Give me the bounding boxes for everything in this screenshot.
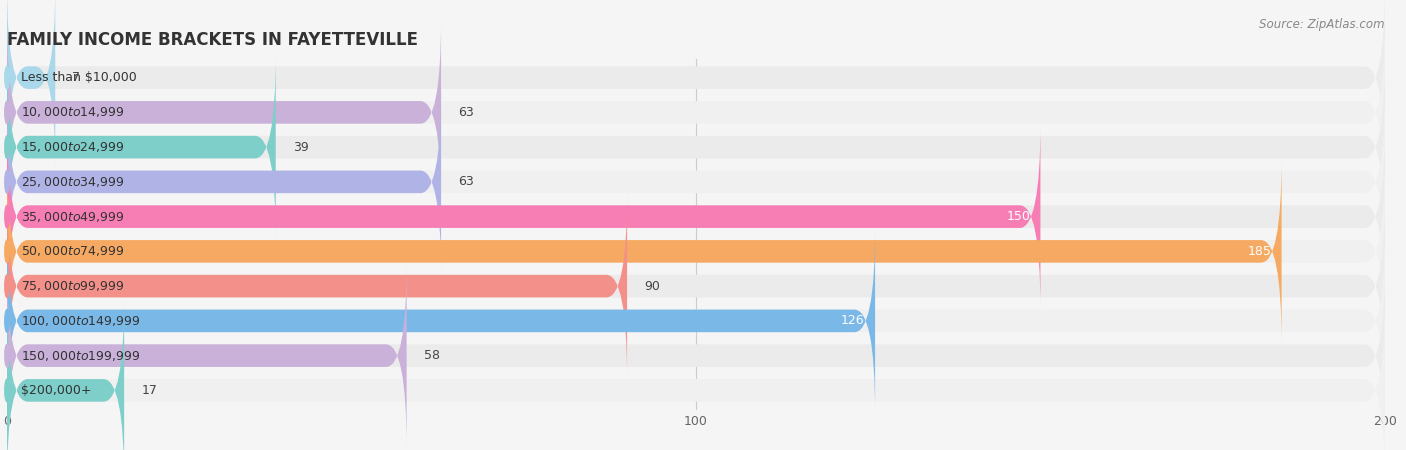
Text: 185: 185 — [1247, 245, 1271, 258]
FancyBboxPatch shape — [7, 89, 1385, 275]
FancyBboxPatch shape — [7, 297, 124, 450]
Text: 90: 90 — [644, 279, 661, 292]
Text: 58: 58 — [423, 349, 440, 362]
Text: 7: 7 — [73, 71, 80, 84]
FancyBboxPatch shape — [7, 54, 1385, 240]
Text: 63: 63 — [458, 106, 474, 119]
FancyBboxPatch shape — [7, 158, 1282, 344]
FancyBboxPatch shape — [7, 124, 1040, 310]
Circle shape — [4, 101, 10, 124]
FancyBboxPatch shape — [7, 124, 1385, 310]
FancyBboxPatch shape — [7, 0, 1385, 171]
Text: Source: ZipAtlas.com: Source: ZipAtlas.com — [1260, 18, 1385, 31]
Text: $200,000+: $200,000+ — [21, 384, 91, 397]
Text: 150: 150 — [1007, 210, 1031, 223]
Text: Less than $10,000: Less than $10,000 — [21, 71, 136, 84]
FancyBboxPatch shape — [7, 263, 406, 449]
FancyBboxPatch shape — [7, 19, 1385, 205]
Text: 17: 17 — [142, 384, 157, 397]
FancyBboxPatch shape — [7, 228, 875, 414]
Text: FAMILY INCOME BRACKETS IN FAYETTEVILLE: FAMILY INCOME BRACKETS IN FAYETTEVILLE — [7, 31, 418, 49]
FancyBboxPatch shape — [7, 19, 441, 205]
FancyBboxPatch shape — [7, 297, 1385, 450]
Text: 126: 126 — [841, 315, 865, 328]
FancyBboxPatch shape — [7, 193, 627, 379]
Text: $15,000 to $24,999: $15,000 to $24,999 — [21, 140, 124, 154]
FancyBboxPatch shape — [7, 158, 1385, 344]
Circle shape — [4, 344, 10, 367]
Circle shape — [4, 205, 10, 228]
Circle shape — [4, 136, 10, 158]
FancyBboxPatch shape — [7, 228, 1385, 414]
Text: $100,000 to $149,999: $100,000 to $149,999 — [21, 314, 141, 328]
Circle shape — [4, 240, 10, 263]
Text: $10,000 to $14,999: $10,000 to $14,999 — [21, 105, 124, 119]
Circle shape — [4, 66, 10, 89]
Circle shape — [4, 275, 10, 297]
Text: 63: 63 — [458, 176, 474, 189]
Text: $75,000 to $99,999: $75,000 to $99,999 — [21, 279, 124, 293]
Text: 39: 39 — [292, 140, 309, 153]
Text: $35,000 to $49,999: $35,000 to $49,999 — [21, 210, 124, 224]
Text: $50,000 to $74,999: $50,000 to $74,999 — [21, 244, 124, 258]
FancyBboxPatch shape — [7, 54, 276, 240]
FancyBboxPatch shape — [7, 193, 1385, 379]
Text: $150,000 to $199,999: $150,000 to $199,999 — [21, 349, 141, 363]
FancyBboxPatch shape — [7, 0, 55, 171]
Circle shape — [4, 310, 10, 332]
FancyBboxPatch shape — [7, 89, 441, 275]
FancyBboxPatch shape — [7, 263, 1385, 449]
Circle shape — [4, 379, 10, 402]
Text: $25,000 to $34,999: $25,000 to $34,999 — [21, 175, 124, 189]
Circle shape — [4, 171, 10, 193]
